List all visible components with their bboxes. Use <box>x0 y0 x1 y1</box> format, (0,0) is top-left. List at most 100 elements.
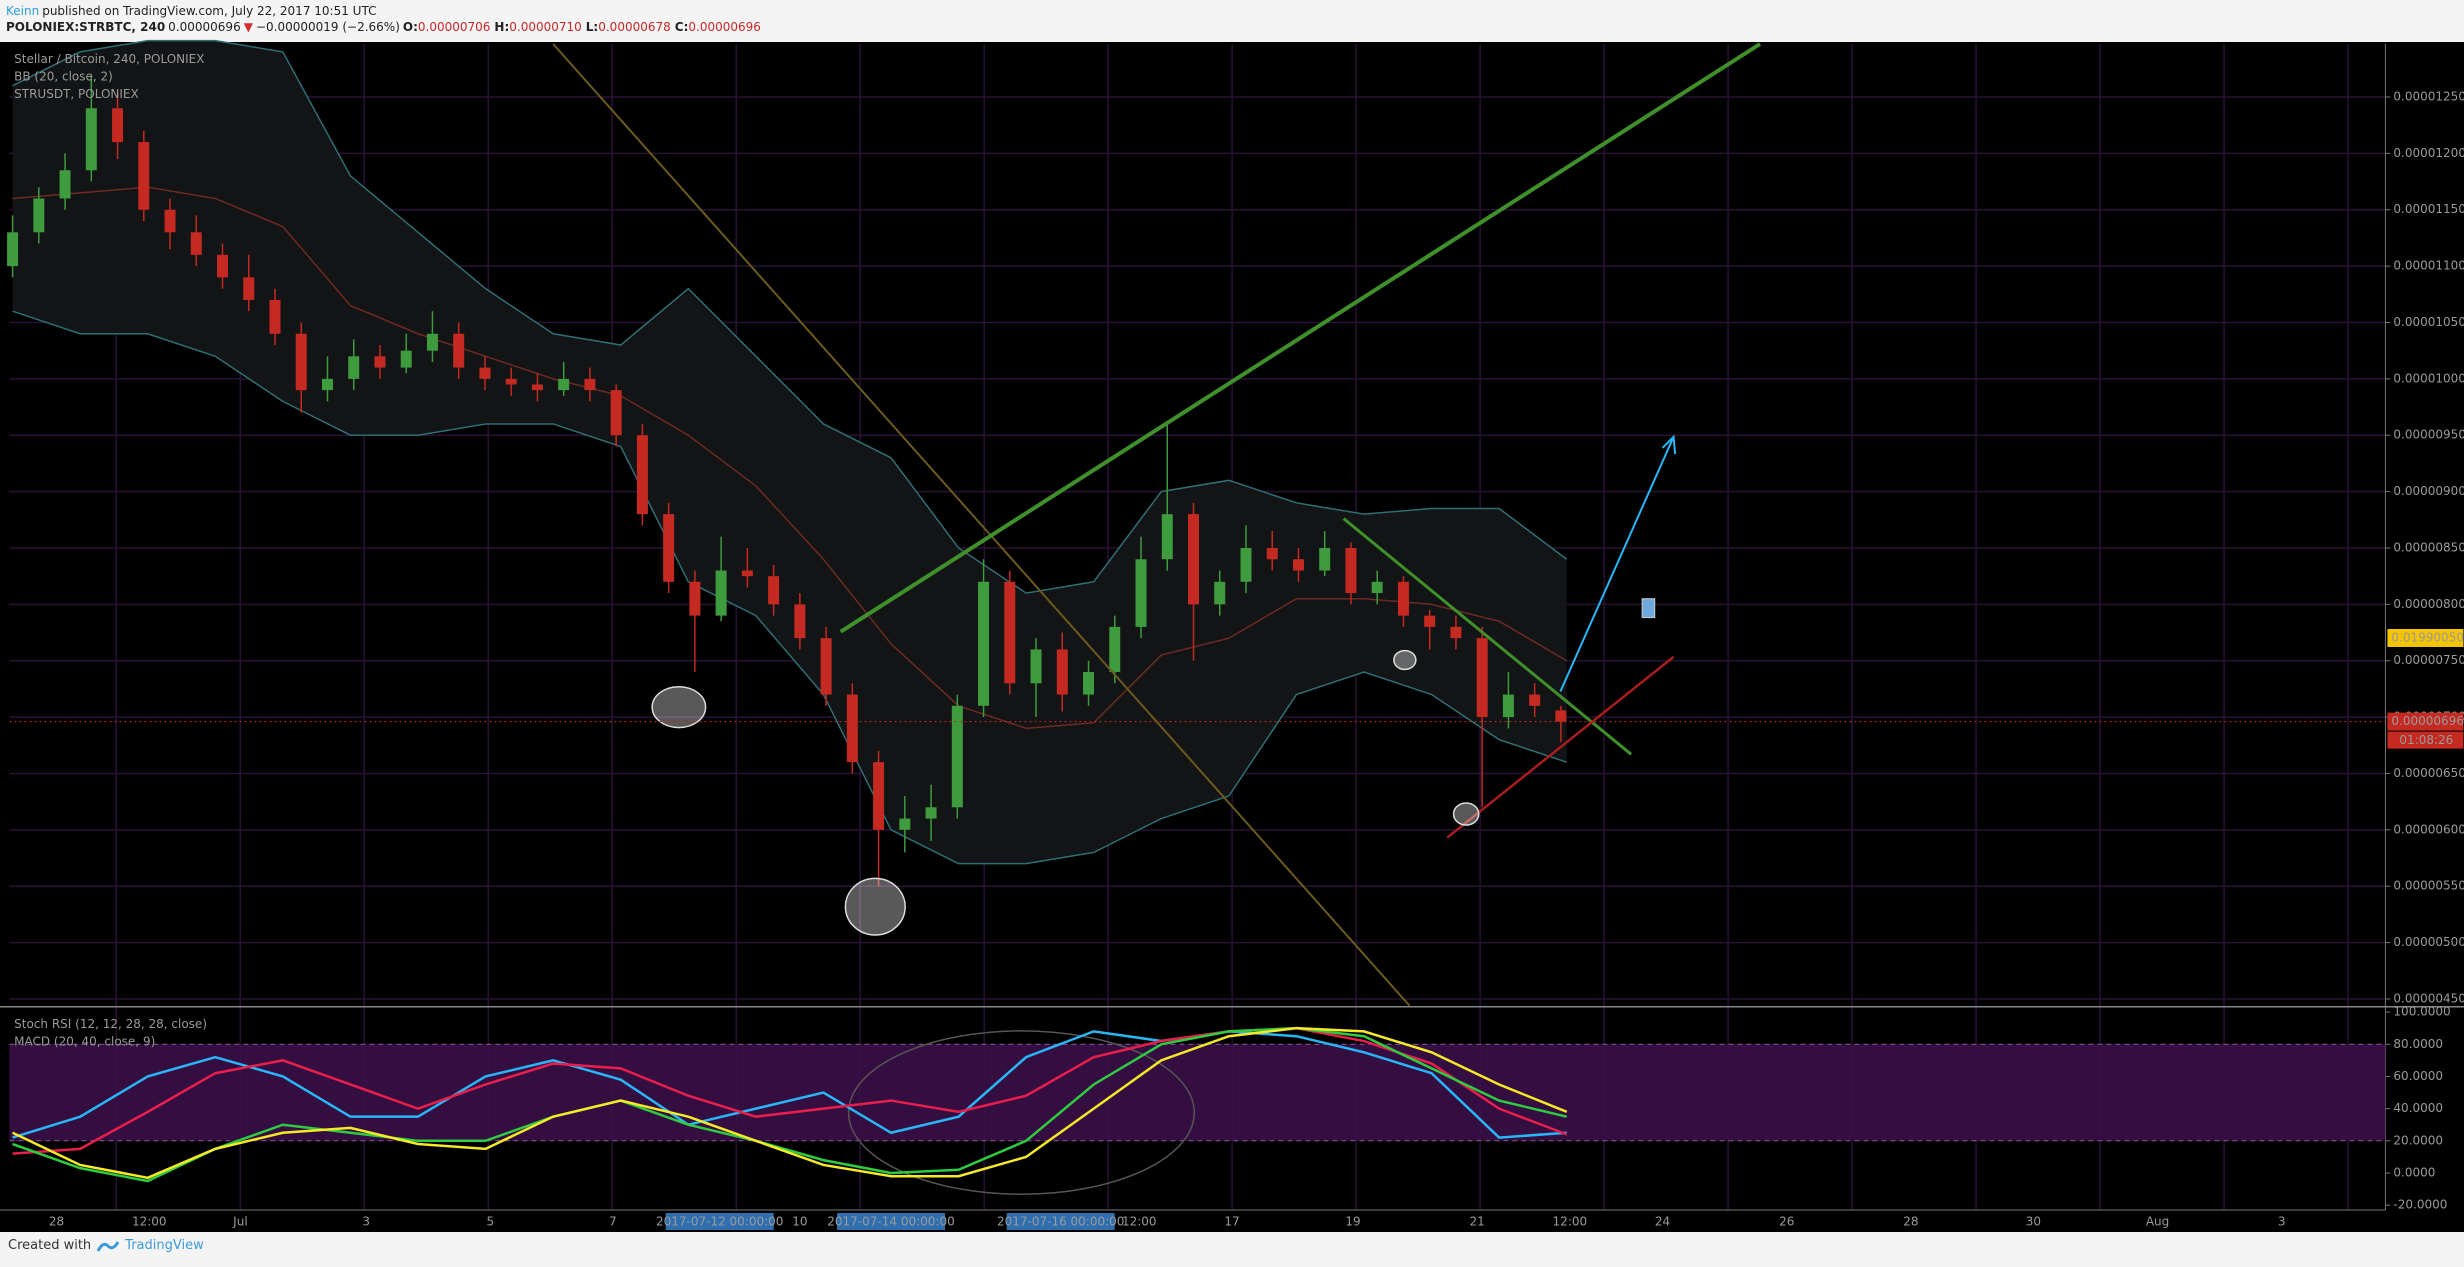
x-tick-label: 10 <box>792 1215 807 1229</box>
created: Created with <box>8 1238 92 1253</box>
countdown-tag <box>2387 731 2464 749</box>
candle-body <box>610 390 622 436</box>
bb-upper <box>12 39 1568 594</box>
x-tick-label: 26 <box>1779 1215 1794 1229</box>
x-tick-label: 7 <box>609 1215 617 1229</box>
trend-green-up <box>839 42 1762 634</box>
x-tick-label: 17 <box>1224 1215 1239 1229</box>
stoch-band <box>9 1044 2386 1141</box>
ohlc: O:0.00000706 H:0.00000710 L:0.00000678 C:0.… <box>403 20 765 34</box>
indicator-line <box>12 1030 1567 1139</box>
arrow: ▼ <box>243 20 253 34</box>
candle-body <box>1188 514 1199 605</box>
y-tick-label: 100.0000 <box>2393 1005 2450 1019</box>
candle-body <box>1292 559 1304 571</box>
candle-body <box>217 254 229 278</box>
candle-body <box>1424 615 1436 627</box>
y-tick-label: 0.00000450 <box>2393 991 2464 1005</box>
header-line: Keinn published on TradingView.com, July … <box>6 3 768 19</box>
candle-body <box>1004 581 1016 684</box>
y-tick-label: 20.0000 <box>2393 1133 2443 1147</box>
x-tick-label: Aug <box>2146 1215 2169 1229</box>
symbol-line: POLONIEX:STRBTC, 240 0.00000696 ▼ −0.000000… <box>6 19 768 35</box>
candle-body <box>951 705 963 808</box>
candle-body <box>715 570 727 616</box>
candle-body <box>85 108 97 171</box>
bb-lower <box>12 310 1567 865</box>
countdown: 01:08:26 <box>2399 733 2453 747</box>
logo <box>97 1240 120 1252</box>
candle-body <box>768 576 780 605</box>
ohlc-part: 0.00000696 <box>688 20 761 34</box>
candle-body <box>820 638 832 695</box>
y-tick-label: 0.00001150 <box>2393 202 2464 216</box>
candle-body <box>1345 547 1357 594</box>
candle-body <box>479 367 491 379</box>
footer: Created with TradingView <box>8 1238 204 1253</box>
ohlc-part: 0.00000678 <box>598 20 671 34</box>
x-tick-label: 24 <box>1655 1215 1670 1229</box>
strusdt-tag <box>2387 629 2464 647</box>
candle-body <box>453 333 465 368</box>
time-highlight <box>1006 1213 1115 1230</box>
y-tick-label: 80.0000 <box>2393 1037 2443 1051</box>
candle-body <box>1266 547 1278 560</box>
candle-body <box>1450 626 1462 639</box>
x-tick-label: 2017-07-14 00:00:00 <box>827 1215 954 1229</box>
candle-body <box>348 356 360 379</box>
candle-body <box>1214 581 1226 605</box>
y-tick-label: 0.00001100 <box>2393 259 2464 273</box>
time-highlight <box>837 1213 945 1230</box>
y-tick-label: 0.00001050 <box>2393 315 2464 329</box>
trend-green-down <box>1342 517 1633 756</box>
annotation-ellipse <box>847 1030 1196 1196</box>
y-tick-label: 0.00000800 <box>2393 597 2464 611</box>
change: −0.00000019 (−2.66%) <box>255 20 400 34</box>
candle-body <box>374 356 386 368</box>
legend-text: BB (20, close, 2) <box>14 70 113 84</box>
y-tick-label: 0.00000550 <box>2393 879 2464 893</box>
y-tick-label: 0.00001200 <box>2393 146 2464 160</box>
candle-body <box>295 333 307 391</box>
candle-body <box>33 198 45 233</box>
marker-circle <box>651 685 707 729</box>
candle-body <box>1371 581 1383 594</box>
candle-body <box>584 378 596 391</box>
ohlc-part: H: <box>494 20 510 34</box>
y-tick-label: 0.00000600 <box>2393 822 2464 836</box>
y-tick-label: 0.00000950 <box>2393 428 2464 442</box>
indicator-line <box>12 1026 1568 1180</box>
candle-body <box>741 570 753 577</box>
brand[interactable]: TradingView <box>125 1238 204 1253</box>
candle-body <box>925 807 937 819</box>
y-tick-label: 0.00000850 <box>2393 540 2464 554</box>
ohlc-part: O: <box>402 20 418 34</box>
y-tick-label: 0.00001000 <box>2393 371 2464 385</box>
candle-body <box>112 108 124 143</box>
y-tick-label: 0.00000900 <box>2393 484 2464 498</box>
y-tick-label: 0.0000 <box>2393 1165 2435 1179</box>
header: Keinn published on TradingView.com, July … <box>6 3 768 35</box>
candle-body <box>1319 547 1331 571</box>
candle-body <box>794 604 806 639</box>
ohlc-part: L: <box>585 20 599 34</box>
y-tick-label: 60.0000 <box>2393 1069 2443 1083</box>
ohlc-part: C: <box>674 20 689 34</box>
candle-body <box>1397 581 1409 616</box>
candle-body <box>190 232 202 255</box>
y-tick-label: 0.00000650 <box>2393 766 2464 780</box>
ohlc-part: 0.00000710 <box>509 20 582 34</box>
x-tick-label: 19 <box>1345 1215 1360 1229</box>
symbol: POLONIEX:STRBTC, 240 <box>6 20 166 34</box>
y-tick-label: 40.0000 <box>2393 1101 2443 1115</box>
candle-body <box>1240 547 1252 582</box>
author[interactable]: Keinn <box>6 4 40 18</box>
y-tick-label: 0.00000500 <box>2393 935 2464 949</box>
strusdt-label: 0.01990050 <box>2391 631 2464 645</box>
candle-body <box>1555 710 1567 722</box>
legend-text: Stoch RSI (12, 12, 28, 28, close) <box>14 1017 207 1031</box>
candle-body <box>846 694 858 763</box>
ohlc-part: 0.00000706 <box>417 20 491 34</box>
x-tick-label: 12:00 <box>132 1215 167 1229</box>
